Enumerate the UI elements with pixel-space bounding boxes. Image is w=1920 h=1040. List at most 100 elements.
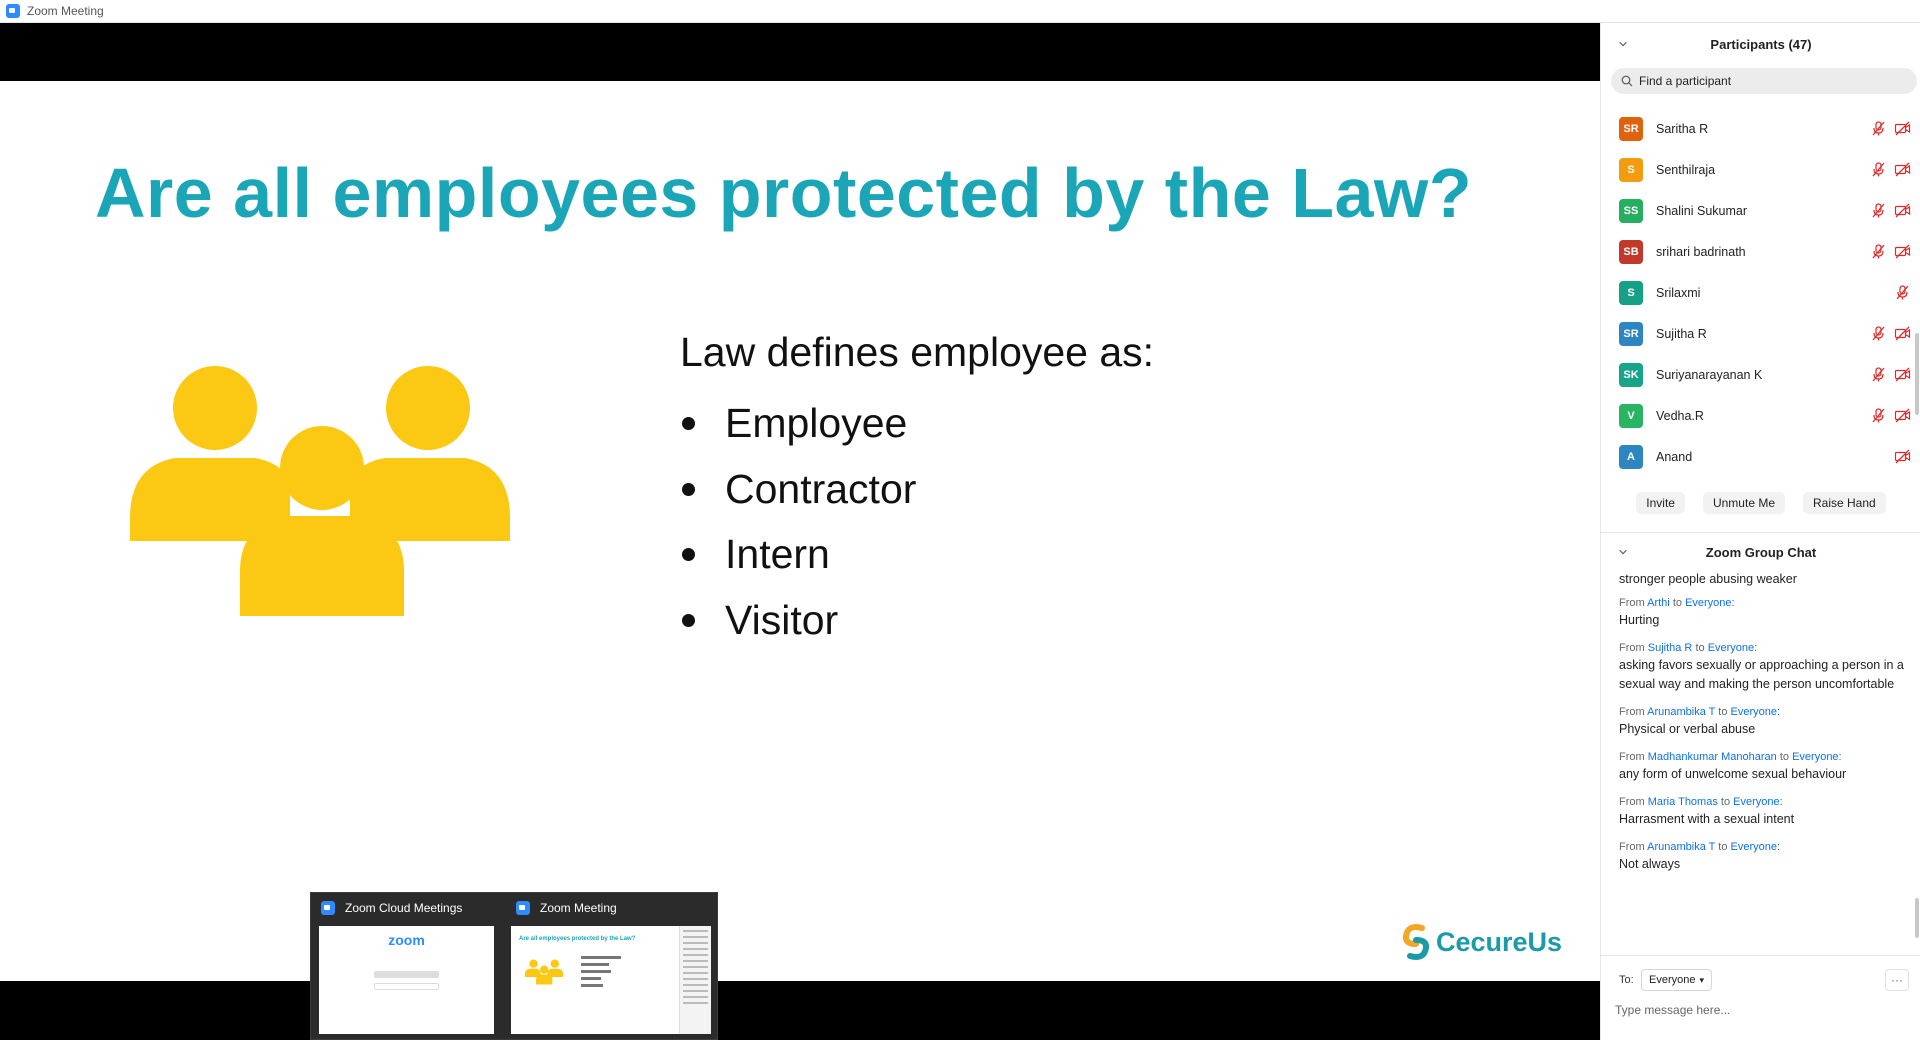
mini-people-icon [525, 959, 563, 985]
chat-message: From Madhankumar Manoharan to Everyone: a… [1619, 749, 1909, 784]
to-label: To: [1619, 974, 1634, 986]
from-label: From [1619, 841, 1645, 853]
participant-name: Sujitha R [1656, 326, 1707, 341]
from-label: From [1619, 706, 1645, 718]
bullet-item: Intern [682, 522, 916, 588]
raise-hand-button[interactable]: Raise Hand [1803, 492, 1886, 514]
chat-title: Zoom Group Chat [1705, 544, 1817, 560]
mini-slide-title: Are all employees protected by the Law? [519, 936, 636, 942]
message-input[interactable] [1615, 999, 1905, 1021]
unmute-me-button[interactable]: Unmute Me [1702, 492, 1785, 514]
chat-message-text: Not always [1619, 857, 1681, 871]
participant-row[interactable]: S Srilaxmi [1601, 272, 1911, 313]
avatar: SR [1619, 321, 1643, 346]
sender-name[interactable]: Arunambika T [1647, 841, 1716, 853]
bullet-dot [682, 482, 695, 496]
participant-row[interactable]: V Vedha.R [1601, 395, 1911, 436]
participant-row[interactable]: S Senthilraja [1601, 149, 1911, 190]
chevron-down-icon[interactable] [1617, 38, 1629, 50]
preview-zoom-meeting[interactable]: Zoom Meeting Are all employees protected… [506, 893, 711, 1040]
avatar: SK [1619, 362, 1643, 387]
slide-bullet-list: Employee Contractor Intern Visitor [682, 391, 916, 653]
chat-message: From Maria Thomas to Everyone: Harrasment… [1619, 794, 1909, 829]
panel-divider [1601, 532, 1920, 533]
mini-side-panel [679, 926, 711, 1034]
participant-search [1611, 68, 1917, 94]
participant-list-scrollbar[interactable] [1915, 333, 1919, 415]
invite-button[interactable]: Invite [1636, 492, 1685, 514]
avatar: SS [1619, 198, 1643, 223]
video-off-icon [1894, 367, 1911, 382]
video-off-icon [1894, 162, 1911, 177]
participant-status-icons [1863, 366, 1911, 383]
recipient-name: Everyone: [1730, 841, 1781, 853]
participant-status-icons [1863, 325, 1911, 342]
participant-row[interactable]: A Anand [1601, 436, 1911, 477]
preview-title: Zoom Cloud Meetings [345, 901, 463, 915]
participants-title: Participants (47) [1710, 36, 1812, 52]
chat-message-text: asking favors sexually or approaching a … [1619, 658, 1904, 691]
chat-message: From Arunambika T to Everyone: Physical o… [1619, 704, 1909, 739]
preview-header: Zoom Meeting [506, 893, 701, 923]
participants-header: Participants (47) [1601, 23, 1920, 65]
bullet-item: Contractor [682, 457, 916, 523]
preview-header: Zoom Cloud Meetings [311, 893, 506, 923]
side-panel: Participants (47) SR Saritha R S Senthilraj… [1600, 23, 1920, 1040]
search-icon [1621, 75, 1633, 87]
recipient-value: Everyone [1649, 974, 1696, 986]
participant-row[interactable]: SB srihari badrinath [1601, 231, 1911, 272]
chat-message-sender: From Sujitha R to Everyone: [1619, 640, 1909, 656]
zoom-app-icon [516, 901, 530, 915]
participant-name: Saritha R [1656, 121, 1709, 136]
sender-name[interactable]: Arunambika T [1647, 706, 1716, 718]
bullet-item: Visitor [682, 588, 916, 654]
chat-message-text: Physical or verbal abuse [1619, 722, 1756, 736]
participant-row[interactable]: SS Shalini Sukumar [1601, 190, 1911, 231]
participant-name: srihari badrinath [1656, 244, 1746, 259]
video-off-icon [1894, 244, 1911, 259]
sender-name[interactable]: Arthi [1647, 597, 1670, 609]
to-label: to [1718, 841, 1728, 853]
participant-row[interactable]: SK Suriyanarayanan K [1601, 354, 1911, 395]
sender-name[interactable]: Sujitha R [1647, 642, 1693, 654]
window-title: Zoom Meeting [27, 4, 104, 18]
cecureus-logo: CecureUs [1400, 917, 1562, 967]
preview-zoom-cloud-meetings[interactable]: Zoom Cloud Meetings zoom [311, 893, 506, 1040]
chat-message-sender: From Arunambika T to Everyone: [1619, 839, 1909, 855]
more-options-button[interactable]: ··· [1885, 969, 1909, 991]
mini-signin-button [374, 983, 439, 990]
slide-title: Are all employees protected by the Law? [95, 154, 1473, 232]
preview-title: Zoom Meeting [540, 901, 617, 915]
sender-name[interactable]: Madhankumar Manoharan [1647, 751, 1777, 763]
chat-message-sender: From Arthi to Everyone: [1619, 595, 1909, 611]
participant-name: Shalini Sukumar [1656, 203, 1748, 218]
chat-message-sender: From Maria Thomas to Everyone: [1619, 794, 1909, 810]
recipient-select[interactable]: Everyone ▾ [1641, 969, 1713, 991]
recipient-name: Everyone: [1707, 642, 1758, 654]
video-off-icon [1894, 121, 1911, 136]
taskbar-window-preview: Zoom Cloud Meetings zoom Zoom Meeting Ar… [310, 892, 718, 1040]
logo-text: CecureUs [1436, 926, 1563, 957]
chat-message-text: stronger people abusing weaker [1619, 572, 1797, 586]
participant-name: Anand [1656, 449, 1693, 464]
participant-status-icons [1863, 161, 1911, 178]
avatar: V [1619, 403, 1643, 428]
to-label: to [1672, 597, 1682, 609]
recipient-name: Everyone: [1792, 751, 1842, 763]
chat-scrollbar[interactable] [1915, 898, 1919, 938]
chat-message-text: Hurting [1619, 613, 1660, 627]
search-input[interactable] [1639, 74, 1899, 88]
to-label: to [1718, 706, 1728, 718]
sender-name[interactable]: Maria Thomas [1647, 796, 1718, 808]
participant-status-icons [1863, 407, 1911, 424]
participant-actions: Invite Unmute Me Raise Hand [1601, 492, 1920, 514]
from-label: From [1619, 597, 1645, 609]
participant-row[interactable]: SR Saritha R [1601, 108, 1911, 149]
chat-message-sender: From Arunambika T to Everyone: [1619, 704, 1909, 720]
mini-join-button [374, 971, 439, 978]
participant-list: SR Saritha R S Senthilraja SS Shalini Sukumar… [1601, 108, 1911, 477]
zoom-app-icon [321, 901, 335, 915]
chevron-down-icon[interactable] [1617, 546, 1629, 558]
mic-muted-icon [1872, 326, 1885, 341]
participant-row[interactable]: SR Sujitha R [1601, 313, 1911, 354]
